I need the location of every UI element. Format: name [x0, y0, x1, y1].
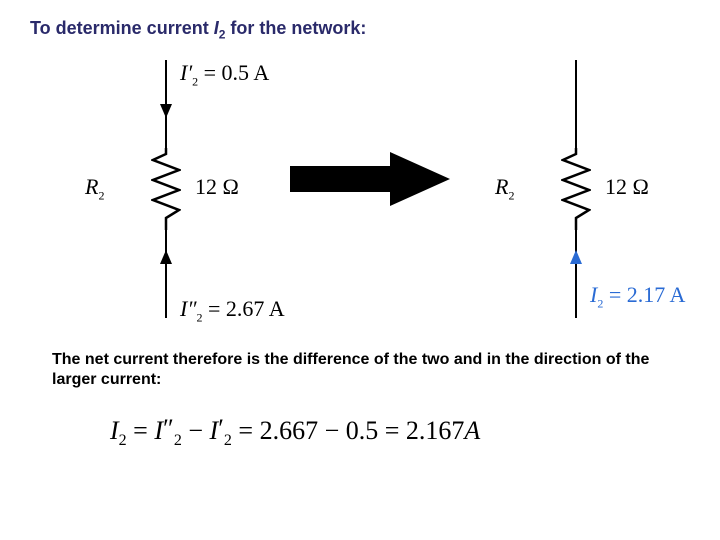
implies-arrow-icon — [290, 152, 450, 206]
explain-text: The net current therefore is the differe… — [52, 350, 690, 390]
resistor-right-icon — [561, 148, 591, 230]
equation: I2 = I″2 − I′2 = 2.667 − 0.5 = 2.167A — [110, 416, 690, 450]
wire-top-right — [575, 60, 577, 148]
i-dprime-label: I″2 = 2.67 A — [180, 296, 285, 325]
wire-bot-left — [165, 230, 167, 318]
right-branch: R2 12 Ω I2 = 2.17 A — [470, 52, 680, 342]
wire-bot-right — [575, 230, 577, 318]
left-branch: I′2 = 0.5 A R2 12 Ω I″2 = 2.67 A — [60, 52, 270, 342]
diagram: I′2 = 0.5 A R2 12 Ω I″2 = 2.67 A — [40, 52, 680, 342]
r2-value-right: 12 Ω — [605, 174, 649, 200]
r2-label-right: R2 — [495, 174, 514, 203]
r2-label-left: R2 — [85, 174, 104, 203]
r2-value-left: 12 Ω — [195, 174, 239, 200]
i2-net-label: I2 = 2.17 A — [590, 282, 685, 311]
page-title: To determine current I2 for the network: — [30, 18, 690, 42]
arrow-down-icon — [160, 104, 172, 118]
title-prefix: To determine current — [30, 18, 214, 38]
i-prime-label: I′2 = 0.5 A — [180, 60, 269, 89]
arrow-up-blue-icon — [570, 250, 582, 264]
title-suffix: for the network: — [225, 18, 366, 38]
arrow-up-icon — [160, 250, 172, 264]
resistor-left-icon — [151, 148, 181, 230]
